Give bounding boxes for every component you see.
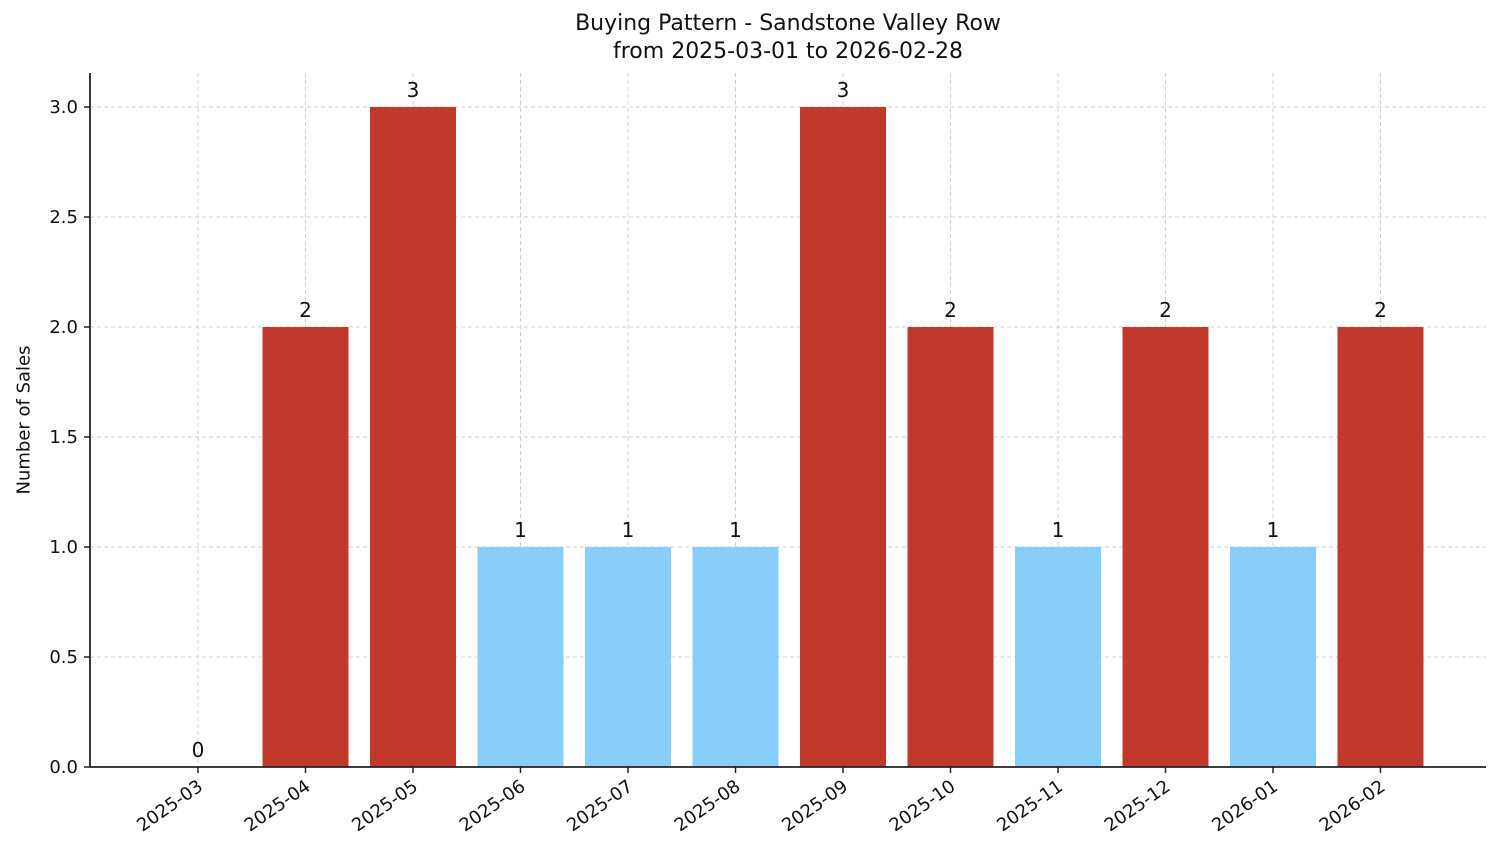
x-tick-label: 2025-05 xyxy=(348,776,422,836)
chart-title-block: Buying Pattern - Sandstone Valley Row fr… xyxy=(0,10,1501,66)
x-tick-label: 2026-02 xyxy=(1316,776,1390,836)
x-tick-label: 2025-10 xyxy=(886,776,960,836)
axes xyxy=(89,73,1486,768)
bar-value-label: 2 xyxy=(299,298,312,322)
bar-value-label: 1 xyxy=(514,518,527,542)
x-tick-label: 2025-08 xyxy=(671,776,745,836)
x-tick-label: 2025-06 xyxy=(456,776,530,836)
y-tick-label: 3.0 xyxy=(49,97,78,118)
bar-value-label: 0 xyxy=(192,738,205,762)
x-tick-label: 2025-07 xyxy=(563,776,637,836)
bar-2025-08 xyxy=(692,547,779,767)
y-tick-label: 0.0 xyxy=(49,757,78,778)
bar-value-label: 1 xyxy=(729,518,742,542)
bar-2025-09 xyxy=(800,107,886,767)
bar-2025-12 xyxy=(1122,327,1209,767)
x-tick-label: 2026-01 xyxy=(1208,776,1282,836)
bar-value-label: 3 xyxy=(837,78,850,102)
bar-2025-04 xyxy=(262,327,349,767)
y-tick-label: 2.0 xyxy=(49,317,78,338)
bar-value-label: 1 xyxy=(1267,518,1280,542)
bar-value-label: 2 xyxy=(1374,298,1387,322)
y-tick-label: 2.5 xyxy=(49,207,78,228)
x-tick-label: 2025-12 xyxy=(1101,776,1175,836)
x-axis-ticks: 2025-03 2025-04 2025-05 2025-06 2025-07 2025-… xyxy=(133,767,1389,836)
bar-2025-05 xyxy=(370,107,456,767)
x-tick-label: 2025-03 xyxy=(133,776,207,836)
chart-title: Buying Pattern - Sandstone Valley Row xyxy=(575,11,1001,36)
bar-value-label: 2 xyxy=(944,298,957,322)
bar-2026-01 xyxy=(1230,547,1316,767)
x-tick-label: 2025-04 xyxy=(241,776,315,836)
bar-2025-06 xyxy=(477,547,564,767)
bar-value-label: 1 xyxy=(622,518,635,542)
y-tick-label: 0.5 xyxy=(49,647,78,668)
x-tick-label: 2025-11 xyxy=(993,776,1067,836)
y-axis-ticks: 0.0 0.5 1.0 1.5 2.0 2.5 3.0 xyxy=(49,97,90,778)
bar-2026-02 xyxy=(1337,327,1424,767)
bar-2025-11 xyxy=(1015,547,1101,767)
bar-value-label: 3 xyxy=(407,78,420,102)
x-tick-label: 2025-09 xyxy=(778,776,852,836)
chart-subtitle: from 2025-03-01 to 2026-02-28 xyxy=(613,39,963,64)
y-tick-label: 1.0 xyxy=(49,537,78,558)
bar-2025-07 xyxy=(585,547,671,767)
y-tick-label: 1.5 xyxy=(49,427,78,448)
bars xyxy=(262,107,1424,767)
bar-value-label: 2 xyxy=(1159,298,1172,322)
bar-2025-10 xyxy=(907,327,994,767)
bar-value-label: 1 xyxy=(1052,518,1065,542)
data-labels: 0 2 3 1 1 1 3 2 1 2 1 2 xyxy=(192,78,1387,762)
